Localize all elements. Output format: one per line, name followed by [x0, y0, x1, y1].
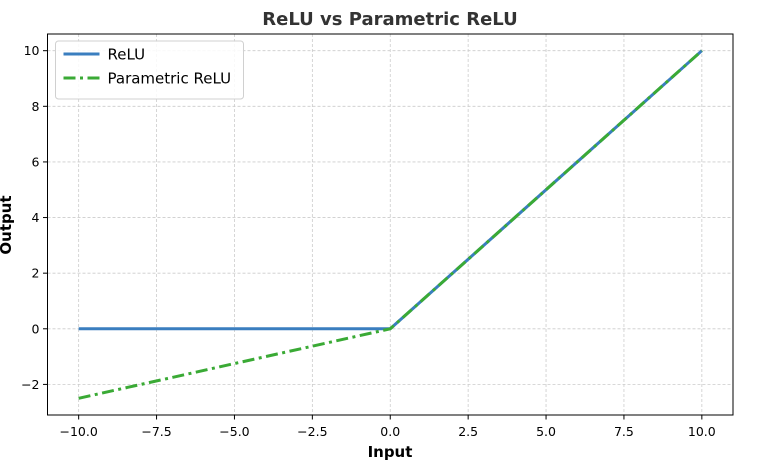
x-tick-label: −7.5 [141, 424, 171, 439]
x-tick-label: 5.0 [536, 424, 556, 439]
y-axis-label: Output [0, 195, 15, 254]
y-tick-label: −2 [21, 377, 39, 392]
legend-label: Parametric ReLU [108, 70, 232, 88]
legend-box [55, 40, 244, 100]
x-axis-label: Input [368, 443, 413, 461]
x-tick-label: 0.0 [380, 424, 400, 439]
series-group [78, 49, 703, 400]
grid [47, 34, 733, 415]
axis-ticks: −10.0 −7.5 −5.0 −2.5 0.0 2.5 5.0 7.5 10.0 −2 0 2 4 6 8… [21, 43, 716, 439]
y-tick-label: 10 [24, 43, 40, 58]
x-tick-label: 7.5 [614, 424, 634, 439]
chart-title: ReLU vs Parametric ReLU [262, 9, 517, 30]
x-tick-label: 2.5 [458, 424, 478, 439]
y-tick-label: 2 [32, 266, 40, 281]
x-tick-label: −2.5 [297, 424, 327, 439]
series-line-parametric-relu [78, 49, 703, 400]
y-tick-label: 8 [32, 99, 40, 114]
y-tick-label: 6 [32, 154, 40, 169]
legend-label: ReLU [108, 46, 146, 64]
x-tick-label: −5.0 [219, 424, 249, 439]
legend: ReLU Parametric ReLU [55, 40, 244, 100]
y-tick-label: 0 [32, 321, 40, 336]
y-tick-label: 4 [32, 210, 40, 225]
x-tick-label: 10.0 [688, 424, 716, 439]
x-tick-label: −10.0 [60, 424, 98, 439]
